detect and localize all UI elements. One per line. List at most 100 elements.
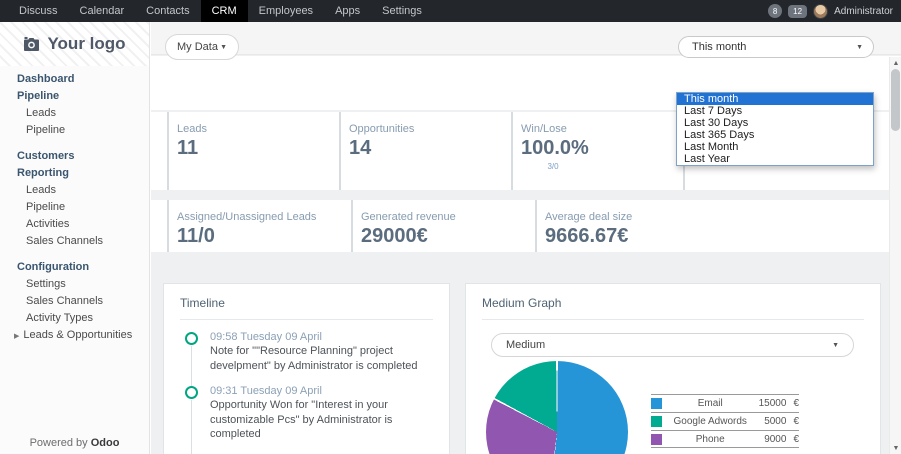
legend-value: 15000 <box>758 398 787 409</box>
timeline-entries: 09:58 Tuesday 09 April Note for ""Resourc… <box>164 320 449 454</box>
chevron-down-icon: ▼ <box>856 43 863 51</box>
logo-text: Your logo <box>47 34 126 53</box>
pie-legend-table: Email 15000 € Google Adwords 5000 € Phone 9000 € <box>651 394 799 448</box>
sidebar-item-activities[interactable]: Activities <box>26 218 70 230</box>
sidebar-item-settings[interactable]: Settings <box>26 278 66 290</box>
kpi-value: 29000€ <box>361 225 428 247</box>
sidebar-item-customers[interactable]: Customers <box>17 150 75 162</box>
period-select[interactable]: This month ▼ <box>678 36 874 58</box>
timeline-card: Timeline 09:58 Tuesday 09 April Note for … <box>163 283 450 454</box>
nav-item-contacts[interactable]: Contacts <box>146 5 190 17</box>
timeline-entry: 09:58 Tuesday 09 April Note for ""Resourc… <box>185 331 433 388</box>
powered-by: Powered by Odoo <box>29 437 120 449</box>
sidebar-item-leads[interactable]: Leads <box>26 184 56 196</box>
messages-bubble-icon[interactable]: 12 <box>788 4 808 18</box>
timeline-connector <box>191 400 192 454</box>
nav-item-crm[interactable]: CRM <box>200 0 248 22</box>
chevron-right-icon: ▶ <box>14 333 20 340</box>
kpi-label: Average deal size <box>545 211 633 223</box>
dropdown-option-last-year[interactable]: Last Year <box>684 153 730 165</box>
scroll-up-button[interactable]: ▲ <box>892 59 900 67</box>
sidebar-item-configuration[interactable]: Configuration <box>17 261 90 273</box>
sidebar-item-dashboard[interactable]: Dashboard <box>17 73 75 85</box>
legend-currency: € <box>793 416 799 427</box>
chevron-down-icon: ▼ <box>832 341 839 349</box>
medium-graph-card: Medium Graph Medium ▼ Email 15000 € Google … <box>465 283 881 454</box>
avatar[interactable] <box>813 3 829 19</box>
kpi-value: 9666.67€ <box>545 225 629 247</box>
sidebar-menu: Dashboard Pipeline Leads Pipeline Customers R… <box>0 66 149 345</box>
sidebar-item-leads[interactable]: Leads <box>26 107 56 119</box>
kpi-generated-revenue: Generated revenue 29000€ <box>351 200 535 252</box>
nav-item-settings[interactable]: Settings <box>382 5 422 17</box>
top-navbar: Discuss Calendar Contacts CRM Employees Apps S… <box>0 0 901 22</box>
sidebar-item-reporting[interactable]: Reporting <box>17 167 69 179</box>
sidebar-item-activity-types[interactable]: Activity Types <box>26 312 94 324</box>
dropdown-option-last-7-days[interactable]: Last 7 Days <box>684 105 743 117</box>
legend-color-swatch <box>651 416 662 427</box>
camera-icon <box>23 36 40 52</box>
timeline-title: Timeline <box>180 296 433 320</box>
kpi-win-lose: Win/Lose 100.0% 3/0 <box>511 112 683 190</box>
dropdown-option-last-30-days[interactable]: Last 30 Days <box>684 117 749 129</box>
medium-pie-chart <box>486 361 628 454</box>
legend-currency: € <box>793 433 799 445</box>
kpi-assigned-unassigned-leads: Assigned/Unassigned Leads 11/0 <box>167 200 351 252</box>
timeline-marker-icon <box>185 332 198 345</box>
legend-label: Google Adwords <box>673 416 747 427</box>
kpi-label: Generated revenue <box>361 211 456 223</box>
company-logo: Your logo <box>0 22 149 66</box>
kpi-value: 11 <box>177 137 199 159</box>
user-menu[interactable]: Administrator <box>834 5 893 17</box>
kpi-opportunities: Opportunities 14 <box>339 112 511 190</box>
dropdown-option-last-month[interactable]: Last Month <box>684 141 739 153</box>
kpi-value: 14 <box>349 137 372 159</box>
period-dropdown-list: This month Last 7 Days Last 30 Days Last 36… <box>676 92 874 166</box>
filter-bar-spacer <box>151 102 901 110</box>
timeline-entry-time: 09:58 Tuesday 09 April <box>210 331 322 343</box>
odoo-brand-link[interactable]: Odoo <box>90 437 120 449</box>
legend-label: Phone <box>695 433 725 445</box>
systray: 8 12 Administrator <box>768 0 901 22</box>
chevron-down-icon: ▼ <box>220 43 227 51</box>
medium-graph-title: Medium Graph <box>482 296 864 320</box>
nav-item-discuss[interactable]: Discuss <box>19 5 58 17</box>
sidebar-item-sales-channels[interactable]: Sales Channels <box>26 295 104 307</box>
sidebar-item-sales-channels[interactable]: Sales Channels <box>26 235 104 247</box>
legend-value: 5000 <box>764 416 787 427</box>
timeline-entry: 09:31 Tuesday 09 April Opportunity Won fo… <box>185 385 433 454</box>
sidebar-item-pipeline[interactable]: Pipeline <box>26 201 66 213</box>
sidebar-item-leads-opportunities[interactable]: ▶ Leads & Opportunities <box>14 329 133 341</box>
timeline-marker-icon <box>185 386 198 400</box>
legend-row-google-adwords: Google Adwords 5000 € <box>651 412 799 430</box>
scroll-down-button[interactable]: ▼ <box>892 444 900 452</box>
group-by-filter[interactable]: My Data ▼ <box>165 34 239 60</box>
legend-color-swatch <box>651 398 662 409</box>
main-content: My Data ▼ This month ▼ Leads 11 Opportunit… <box>151 22 901 454</box>
nav-item-apps[interactable]: Apps <box>335 5 361 17</box>
kpi-average-deal-size: Average deal size 9666.67€ <box>535 200 719 252</box>
sidebar-item-pipeline[interactable]: Pipeline <box>26 124 66 136</box>
sidebar-item-pipeline[interactable]: Pipeline <box>17 90 60 102</box>
dropdown-option-last-365-days[interactable]: Last 365 Days <box>684 129 755 141</box>
medium-select[interactable]: Medium ▼ <box>491 333 854 357</box>
legend-row-email: Email 15000 € <box>651 394 799 412</box>
legend-value: 9000 <box>764 433 787 445</box>
legend-row-phone: Phone 9000 € <box>651 430 799 448</box>
kpi-subvalue: 3/0 <box>547 162 559 171</box>
activity-clock-icon[interactable]: 8 <box>768 4 783 18</box>
timeline-entry-text: Note for ""Resource Planning" project de… <box>210 345 418 372</box>
timeline-connector <box>191 346 192 388</box>
legend-color-swatch <box>651 433 662 445</box>
sidebar: Your logo Dashboard Pipeline Leads Pipeline… <box>0 22 150 454</box>
scrollbar-thumb[interactable] <box>891 69 900 131</box>
scrollbar-track[interactable]: ▲ ▼ <box>889 57 901 454</box>
nav-item-calendar[interactable]: Calendar <box>79 5 125 17</box>
dropdown-option-this-month[interactable]: This month <box>677 93 873 105</box>
app-menu: Discuss Calendar Contacts CRM Employees Apps S… <box>0 0 433 22</box>
nav-item-employees[interactable]: Employees <box>258 5 314 17</box>
timeline-entry-time: 09:31 Tuesday 09 April <box>210 385 322 398</box>
kpi-value: 100.0% <box>521 137 589 159</box>
legend-label: Email <box>697 398 723 409</box>
